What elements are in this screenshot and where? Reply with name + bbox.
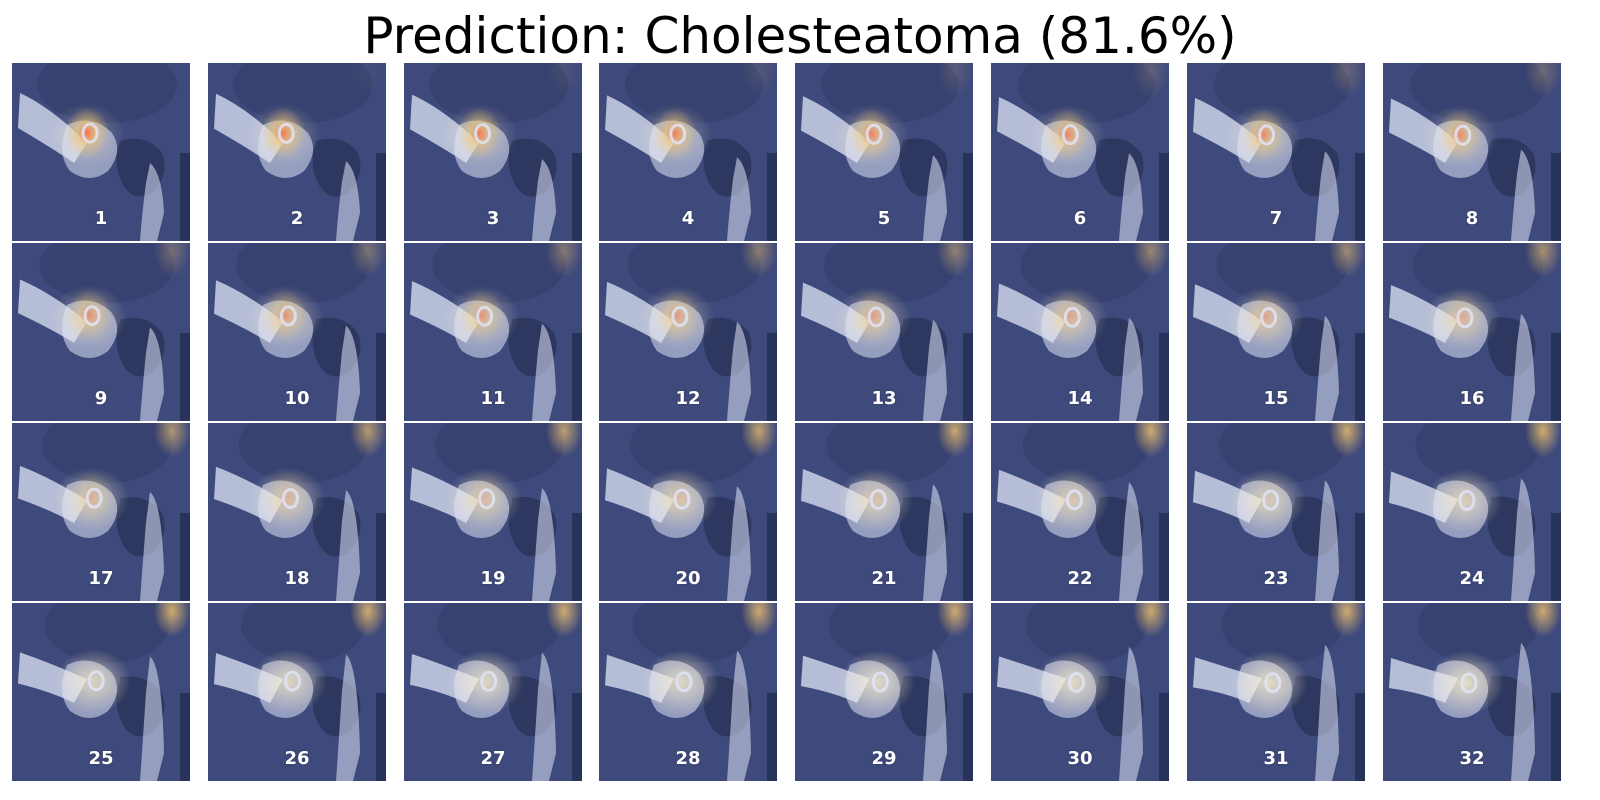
ct-scan-image xyxy=(991,603,1169,781)
ct-slice-panel: 25 xyxy=(12,603,190,781)
slice-number-label: 31 xyxy=(1263,748,1289,769)
ct-slice-panel: 14 xyxy=(991,243,1169,421)
ct-scan-image xyxy=(1383,603,1561,781)
ct-slice-panel: 6 xyxy=(991,63,1169,241)
slice-number-label: 22 xyxy=(1067,568,1093,589)
slice-number-label: 5 xyxy=(877,208,891,229)
ct-slice-panel: 16 xyxy=(1383,243,1561,421)
ct-slice-panel: 15 xyxy=(1187,243,1365,421)
ct-slice-panel: 3 xyxy=(404,63,582,241)
ct-slice-panel: 28 xyxy=(599,603,777,781)
slice-number-label: 1 xyxy=(94,208,108,229)
ct-scan-image xyxy=(12,603,190,781)
ct-scan-image xyxy=(795,63,973,241)
ct-slice-panel: 23 xyxy=(1187,423,1365,601)
slice-number-label: 11 xyxy=(480,388,506,409)
slice-number-label: 23 xyxy=(1263,568,1289,589)
ct-scan-image xyxy=(404,603,582,781)
slice-number-label: 7 xyxy=(1269,208,1283,229)
ct-scan-image xyxy=(1187,63,1365,241)
slice-number-label: 32 xyxy=(1459,748,1485,769)
ct-slice-panel: 8 xyxy=(1383,63,1561,241)
slice-number-label: 15 xyxy=(1263,388,1289,409)
ct-slice-panel: 26 xyxy=(208,603,386,781)
ct-scan-image xyxy=(208,423,386,601)
slice-number-label: 17 xyxy=(88,568,114,589)
ct-slice-panel: 29 xyxy=(795,603,973,781)
slice-number-label: 4 xyxy=(681,208,695,229)
ct-scan-image xyxy=(208,243,386,421)
ct-slice-panel: 22 xyxy=(991,423,1169,601)
slice-number-label: 28 xyxy=(675,748,701,769)
ct-slice-panel: 19 xyxy=(404,423,582,601)
ct-scan-image xyxy=(208,63,386,241)
slice-number-label: 12 xyxy=(675,388,701,409)
ct-scan-image xyxy=(1383,423,1561,601)
ct-slice-panel: 20 xyxy=(599,423,777,601)
ct-slice-panel: 13 xyxy=(795,243,973,421)
ct-slice-panel: 1 xyxy=(12,63,190,241)
ct-scan-image xyxy=(599,603,777,781)
ct-scan-image xyxy=(12,243,190,421)
slice-number-label: 16 xyxy=(1459,388,1485,409)
ct-scan-image xyxy=(1187,603,1365,781)
ct-scan-image xyxy=(599,63,777,241)
ct-slice-panel: 9 xyxy=(12,243,190,421)
ct-slice-panel: 10 xyxy=(208,243,386,421)
slice-number-label: 2 xyxy=(290,208,304,229)
slice-number-label: 8 xyxy=(1465,208,1479,229)
slice-number-label: 24 xyxy=(1459,568,1485,589)
ct-scan-image xyxy=(991,63,1169,241)
ct-scan-image xyxy=(404,423,582,601)
ct-scan-image xyxy=(991,243,1169,421)
ct-scan-image xyxy=(12,63,190,241)
ct-scan-image xyxy=(1383,243,1561,421)
ct-scan-image xyxy=(599,423,777,601)
ct-scan-image xyxy=(1187,423,1365,601)
slice-number-label: 21 xyxy=(871,568,897,589)
slice-number-label: 19 xyxy=(480,568,506,589)
slice-number-label: 27 xyxy=(480,748,506,769)
ct-slice-panel: 5 xyxy=(795,63,973,241)
ct-scan-image xyxy=(795,423,973,601)
slice-number-label: 13 xyxy=(871,388,897,409)
ct-scan-image xyxy=(404,243,582,421)
slice-number-label: 14 xyxy=(1067,388,1093,409)
slice-number-label: 9 xyxy=(94,388,108,409)
ct-slice-panel: 18 xyxy=(208,423,386,601)
ct-slice-panel: 24 xyxy=(1383,423,1561,601)
ct-scan-image xyxy=(991,423,1169,601)
slice-number-label: 25 xyxy=(88,748,114,769)
ct-slice-panel: 32 xyxy=(1383,603,1561,781)
ct-slice-panel: 21 xyxy=(795,423,973,601)
slice-number-label: 29 xyxy=(871,748,897,769)
slice-number-label: 20 xyxy=(675,568,701,589)
ct-scan-image xyxy=(1187,243,1365,421)
ct-scan-image xyxy=(795,603,973,781)
ct-slice-panel: 11 xyxy=(404,243,582,421)
ct-scan-image xyxy=(599,243,777,421)
figure-title: Prediction: Cholesteatoma (81.6%) xyxy=(363,7,1237,65)
slice-number-label: 30 xyxy=(1067,748,1093,769)
ct-slice-panel: 30 xyxy=(991,603,1169,781)
ct-slice-panel: 7 xyxy=(1187,63,1365,241)
slice-number-label: 18 xyxy=(284,568,310,589)
ct-scan-image xyxy=(795,243,973,421)
ct-slice-panel: 2 xyxy=(208,63,386,241)
ct-slice-panel: 12 xyxy=(599,243,777,421)
slice-number-label: 6 xyxy=(1073,208,1087,229)
ct-slice-panel: 27 xyxy=(404,603,582,781)
ct-scan-image xyxy=(1383,63,1561,241)
slice-number-label: 10 xyxy=(284,388,310,409)
ct-slice-panel: 4 xyxy=(599,63,777,241)
ct-scan-image xyxy=(404,63,582,241)
ct-scan-image xyxy=(208,603,386,781)
ct-scan-image xyxy=(12,423,190,601)
ct-slice-grid: 1 2 3 4 5 6 7 8 9 10 11 12 13 14 15 16 17 18 19 20 21 22 23 24 2… xyxy=(12,63,1590,798)
slice-number-label: 26 xyxy=(284,748,310,769)
ct-slice-panel: 17 xyxy=(12,423,190,601)
slice-number-label: 3 xyxy=(486,208,500,229)
ct-slice-panel: 31 xyxy=(1187,603,1365,781)
